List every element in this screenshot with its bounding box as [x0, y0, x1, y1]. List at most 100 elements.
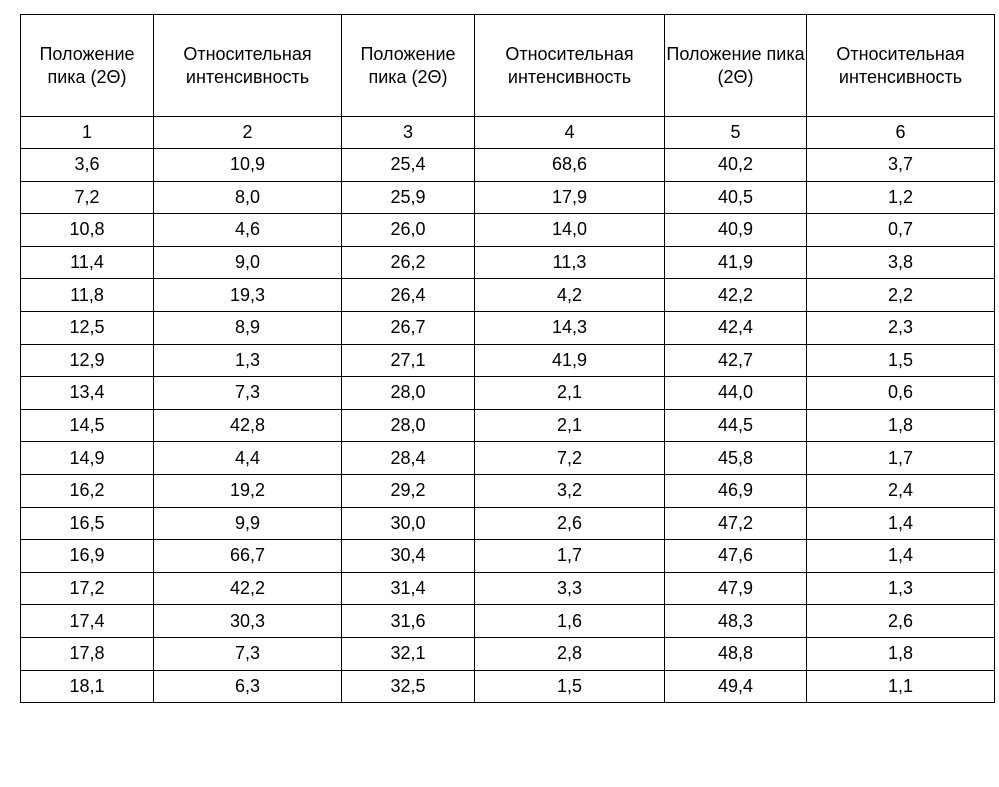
header-peak-position-2: Положение пика (2Θ) — [341, 14, 475, 117]
table-cell: 3,6 — [20, 148, 154, 182]
table-cell: 42,7 — [664, 343, 807, 378]
table-cell: 8,0 — [153, 180, 342, 215]
table-cell: 42,8 — [153, 408, 342, 443]
table-row: 16,9 66,7 30,4 1,7 47,6 1,4 — [20, 539, 995, 573]
table-row: 17,4 30,3 31,6 1,6 48,3 2,6 — [20, 604, 995, 638]
table-row: 17,2 42,2 31,4 3,3 47,9 1,3 — [20, 571, 995, 606]
header-peak-position-3: Положение пика (2Θ) — [664, 14, 807, 117]
table-cell: 3,3 — [474, 571, 665, 606]
table-cell: 16,2 — [20, 473, 154, 508]
header-relative-intensity-2: Относительная интенсивность — [474, 14, 665, 117]
header-row: Положение пика (2Θ) Относительная интенс… — [20, 14, 995, 117]
table-cell: 41,9 — [474, 343, 665, 378]
table-cell: 44,5 — [664, 408, 807, 443]
table-cell: 2,2 — [806, 278, 995, 312]
table-cell: 1,8 — [806, 636, 995, 671]
table-cell: 0,7 — [806, 213, 995, 247]
table-cell: 1,8 — [806, 408, 995, 443]
table-cell: 17,9 — [474, 180, 665, 215]
table-cell: 2,3 — [806, 310, 995, 345]
table-cell: 40,5 — [664, 180, 807, 215]
table-cell: 30,0 — [341, 506, 475, 541]
table-cell: 1,7 — [474, 539, 665, 573]
table-cell: 46,9 — [664, 473, 807, 508]
header-peak-position-1: Положение пика (2Θ) — [20, 14, 154, 117]
table-cell: 47,9 — [664, 571, 807, 606]
table-cell: 1,3 — [153, 343, 342, 378]
column-number: 5 — [664, 116, 807, 149]
peak-table: Положение пика (2Θ) Относительная интенс… — [20, 14, 995, 704]
peak-table-container: Положение пика (2Θ) Относительная интенс… — [20, 14, 995, 704]
table-cell: 11,8 — [20, 278, 154, 312]
table-cell: 9,9 — [153, 506, 342, 541]
table-cell: 7,2 — [474, 441, 665, 475]
table-cell: 1,1 — [806, 669, 995, 704]
table-cell: 25,4 — [341, 148, 475, 182]
table-row: 14,9 4,4 28,4 7,2 45,8 1,7 — [20, 441, 995, 475]
table-cell: 4,4 — [153, 441, 342, 475]
table-row: 12,5 8,9 26,7 14,3 42,4 2,3 — [20, 310, 995, 345]
table-cell: 3,7 — [806, 148, 995, 182]
column-number: 2 — [153, 116, 342, 149]
table-row: 11,8 19,3 26,4 4,2 42,2 2,2 — [20, 278, 995, 312]
table-cell: 48,8 — [664, 636, 807, 671]
table-cell: 14,0 — [474, 213, 665, 247]
table-cell: 68,6 — [474, 148, 665, 182]
table-cell: 10,8 — [20, 213, 154, 247]
table-cell: 17,4 — [20, 604, 154, 638]
table-cell: 25,9 — [341, 180, 475, 215]
table-row: 16,5 9,9 30,0 2,6 47,2 1,4 — [20, 506, 995, 541]
column-number: 6 — [806, 116, 995, 149]
table-cell: 32,1 — [341, 636, 475, 671]
table-cell: 47,6 — [664, 539, 807, 573]
table-cell: 10,9 — [153, 148, 342, 182]
table-cell: 2,6 — [474, 506, 665, 541]
table-row: 12,9 1,3 27,1 41,9 42,7 1,5 — [20, 343, 995, 378]
table-cell: 1,6 — [474, 604, 665, 638]
table-cell: 2,8 — [474, 636, 665, 671]
table-cell: 42,4 — [664, 310, 807, 345]
table-cell: 11,4 — [20, 245, 154, 280]
table-cell: 3,2 — [474, 473, 665, 508]
table-row: 13,4 7,3 28,0 2,1 44,0 0,6 — [20, 376, 995, 410]
table-cell: 11,3 — [474, 245, 665, 280]
table-row: 17,8 7,3 32,1 2,8 48,8 1,8 — [20, 636, 995, 671]
table-cell: 13,4 — [20, 376, 154, 410]
table-cell: 19,2 — [153, 473, 342, 508]
table-cell: 14,9 — [20, 441, 154, 475]
table-cell: 30,3 — [153, 604, 342, 638]
table-cell: 0,6 — [806, 376, 995, 410]
table-cell: 27,1 — [341, 343, 475, 378]
table-cell: 26,0 — [341, 213, 475, 247]
table-cell: 40,9 — [664, 213, 807, 247]
table-cell: 16,5 — [20, 506, 154, 541]
table-cell: 28,4 — [341, 441, 475, 475]
header-relative-intensity-3: Относительная интенсивность — [806, 14, 995, 117]
table-cell: 2,1 — [474, 408, 665, 443]
table-cell: 1,5 — [474, 669, 665, 704]
table-cell: 12,5 — [20, 310, 154, 345]
table-cell: 31,4 — [341, 571, 475, 606]
table-header: Положение пика (2Θ) Относительная интенс… — [20, 14, 995, 117]
table-cell: 26,4 — [341, 278, 475, 312]
table-cell: 66,7 — [153, 539, 342, 573]
table-cell: 1,7 — [806, 441, 995, 475]
table-cell: 47,2 — [664, 506, 807, 541]
table-cell: 18,1 — [20, 669, 154, 704]
table-cell: 1,4 — [806, 506, 995, 541]
table-row: 11,4 9,0 26,2 11,3 41,9 3,8 — [20, 245, 995, 280]
table-cell: 9,0 — [153, 245, 342, 280]
table-cell: 29,2 — [341, 473, 475, 508]
table-row: 10,8 4,6 26,0 14,0 40,9 0,7 — [20, 213, 995, 247]
table-cell: 6,3 — [153, 669, 342, 704]
table-body: 1 2 3 4 5 6 3,6 10,9 25,4 68,6 40,2 3,7 7,2 8,0… — [20, 116, 995, 704]
table-cell: 17,8 — [20, 636, 154, 671]
table-cell: 16,9 — [20, 539, 154, 573]
table-cell: 42,2 — [664, 278, 807, 312]
table-cell: 7,3 — [153, 376, 342, 410]
table-cell: 17,2 — [20, 571, 154, 606]
table-row: 14,5 42,8 28,0 2,1 44,5 1,8 — [20, 408, 995, 443]
table-cell: 14,3 — [474, 310, 665, 345]
table-cell: 2,1 — [474, 376, 665, 410]
header-relative-intensity-1: Относительная интенсивность — [153, 14, 342, 117]
